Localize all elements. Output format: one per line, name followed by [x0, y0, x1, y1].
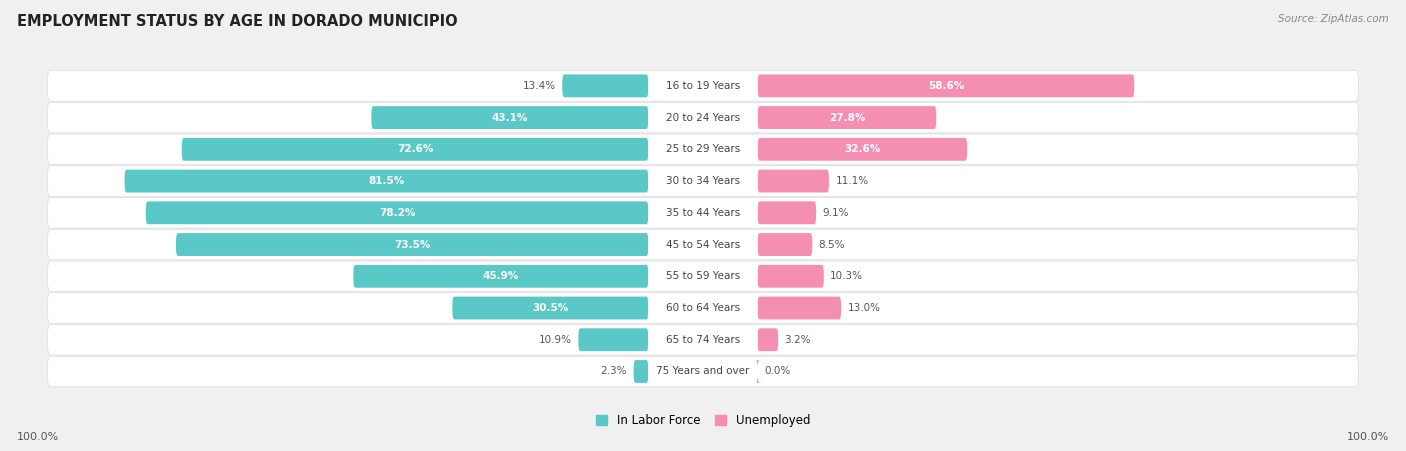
- Text: 72.6%: 72.6%: [396, 144, 433, 154]
- FancyBboxPatch shape: [48, 166, 1358, 196]
- Text: 73.5%: 73.5%: [394, 239, 430, 249]
- Text: 27.8%: 27.8%: [828, 113, 865, 123]
- Text: 32.6%: 32.6%: [844, 144, 880, 154]
- FancyBboxPatch shape: [758, 265, 824, 288]
- Text: 78.2%: 78.2%: [378, 208, 415, 218]
- FancyBboxPatch shape: [648, 74, 758, 97]
- Legend: In Labor Force, Unemployed: In Labor Force, Unemployed: [591, 410, 815, 432]
- FancyBboxPatch shape: [758, 202, 815, 224]
- FancyBboxPatch shape: [562, 74, 648, 97]
- FancyBboxPatch shape: [176, 233, 648, 256]
- FancyBboxPatch shape: [181, 138, 648, 161]
- FancyBboxPatch shape: [648, 170, 758, 193]
- FancyBboxPatch shape: [648, 360, 758, 383]
- Text: 13.4%: 13.4%: [523, 81, 555, 91]
- Text: EMPLOYMENT STATUS BY AGE IN DORADO MUNICIPIO: EMPLOYMENT STATUS BY AGE IN DORADO MUNIC…: [17, 14, 457, 28]
- Text: 30 to 34 Years: 30 to 34 Years: [666, 176, 740, 186]
- Text: 81.5%: 81.5%: [368, 176, 405, 186]
- FancyBboxPatch shape: [648, 106, 758, 129]
- FancyBboxPatch shape: [48, 134, 1358, 165]
- FancyBboxPatch shape: [578, 328, 648, 351]
- Text: 25 to 29 Years: 25 to 29 Years: [666, 144, 740, 154]
- Text: 45 to 54 Years: 45 to 54 Years: [666, 239, 740, 249]
- FancyBboxPatch shape: [48, 71, 1358, 101]
- FancyBboxPatch shape: [634, 360, 648, 383]
- Text: 13.0%: 13.0%: [848, 303, 880, 313]
- Text: 10.9%: 10.9%: [538, 335, 572, 345]
- Text: 58.6%: 58.6%: [928, 81, 965, 91]
- Text: 20 to 24 Years: 20 to 24 Years: [666, 113, 740, 123]
- Text: 2.3%: 2.3%: [600, 367, 627, 377]
- Text: 11.1%: 11.1%: [835, 176, 869, 186]
- Text: 9.1%: 9.1%: [823, 208, 849, 218]
- FancyBboxPatch shape: [371, 106, 648, 129]
- Text: 30.5%: 30.5%: [533, 303, 568, 313]
- Text: 0.0%: 0.0%: [763, 367, 790, 377]
- Text: 75 Years and over: 75 Years and over: [657, 367, 749, 377]
- FancyBboxPatch shape: [353, 265, 648, 288]
- FancyBboxPatch shape: [48, 102, 1358, 133]
- FancyBboxPatch shape: [48, 261, 1358, 291]
- FancyBboxPatch shape: [648, 265, 758, 288]
- Text: 45.9%: 45.9%: [482, 272, 519, 281]
- FancyBboxPatch shape: [125, 170, 648, 193]
- FancyBboxPatch shape: [758, 233, 813, 256]
- FancyBboxPatch shape: [48, 356, 1358, 387]
- FancyBboxPatch shape: [758, 328, 778, 351]
- FancyBboxPatch shape: [756, 360, 759, 383]
- FancyBboxPatch shape: [758, 297, 841, 319]
- Text: Source: ZipAtlas.com: Source: ZipAtlas.com: [1278, 14, 1389, 23]
- Text: 43.1%: 43.1%: [492, 113, 529, 123]
- FancyBboxPatch shape: [758, 170, 830, 193]
- FancyBboxPatch shape: [146, 202, 648, 224]
- FancyBboxPatch shape: [48, 198, 1358, 228]
- FancyBboxPatch shape: [48, 293, 1358, 323]
- Text: 8.5%: 8.5%: [818, 239, 845, 249]
- FancyBboxPatch shape: [48, 229, 1358, 260]
- FancyBboxPatch shape: [758, 106, 936, 129]
- Text: 60 to 64 Years: 60 to 64 Years: [666, 303, 740, 313]
- FancyBboxPatch shape: [648, 328, 758, 351]
- Text: 55 to 59 Years: 55 to 59 Years: [666, 272, 740, 281]
- Text: 3.2%: 3.2%: [785, 335, 811, 345]
- Text: 35 to 44 Years: 35 to 44 Years: [666, 208, 740, 218]
- Text: 100.0%: 100.0%: [17, 432, 59, 442]
- Text: 100.0%: 100.0%: [1347, 432, 1389, 442]
- FancyBboxPatch shape: [453, 297, 648, 319]
- FancyBboxPatch shape: [648, 233, 758, 256]
- Text: 65 to 74 Years: 65 to 74 Years: [666, 335, 740, 345]
- Text: 10.3%: 10.3%: [831, 272, 863, 281]
- FancyBboxPatch shape: [48, 325, 1358, 355]
- Text: 16 to 19 Years: 16 to 19 Years: [666, 81, 740, 91]
- FancyBboxPatch shape: [648, 297, 758, 319]
- FancyBboxPatch shape: [648, 202, 758, 224]
- FancyBboxPatch shape: [648, 138, 758, 161]
- FancyBboxPatch shape: [758, 138, 967, 161]
- FancyBboxPatch shape: [758, 74, 1135, 97]
